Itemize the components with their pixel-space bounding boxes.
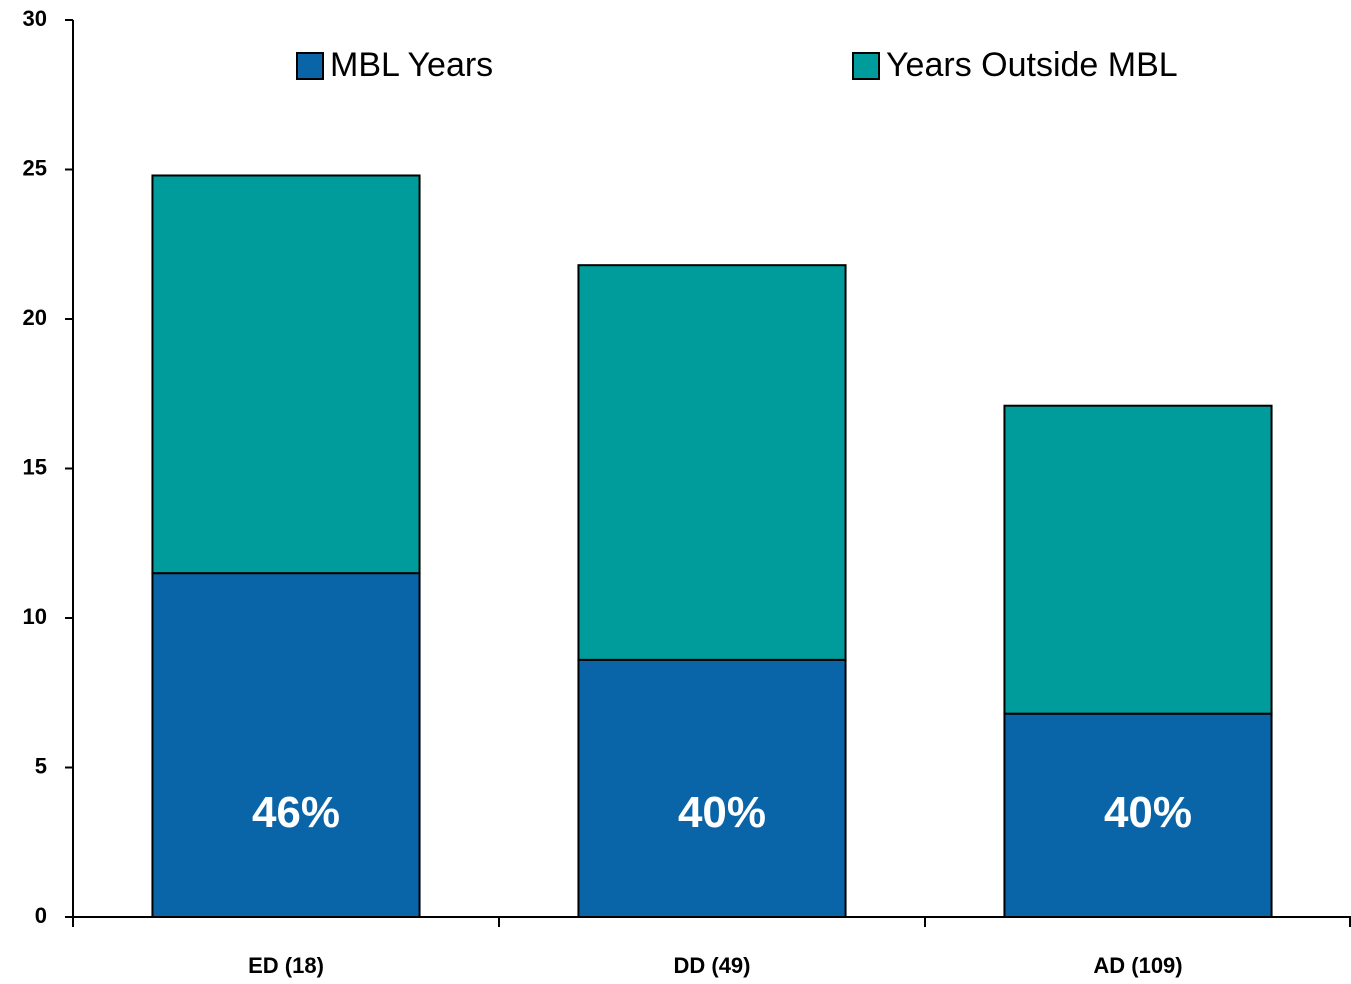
x-tick-label: AD (109)	[1093, 953, 1182, 978]
y-tick-label: 0	[35, 903, 47, 928]
bar-segment	[1003, 404, 1273, 715]
legend-swatch	[296, 52, 324, 80]
legend-swatch	[852, 52, 880, 80]
y-tick-label: 15	[23, 454, 47, 479]
bar-segment	[1003, 712, 1273, 918]
y-tick-label: 25	[23, 155, 47, 180]
bar-segment	[577, 264, 847, 661]
data-label: 40%	[678, 788, 766, 837]
y-tick-label: 5	[35, 753, 47, 778]
y-tick-label: 20	[23, 305, 47, 330]
data-label: 40%	[1104, 788, 1192, 837]
data-label: 46%	[252, 788, 340, 837]
legend-label: Years Outside MBL	[886, 46, 1178, 84]
bar-segment	[151, 572, 421, 919]
x-tick-label: ED (18)	[248, 953, 324, 978]
legend-label: MBL Years	[330, 46, 493, 84]
y-tick-label: 10	[23, 604, 47, 629]
y-tick-label: 30	[23, 6, 47, 31]
bar-segment	[151, 174, 421, 575]
x-tick-label: DD (49)	[673, 953, 750, 978]
